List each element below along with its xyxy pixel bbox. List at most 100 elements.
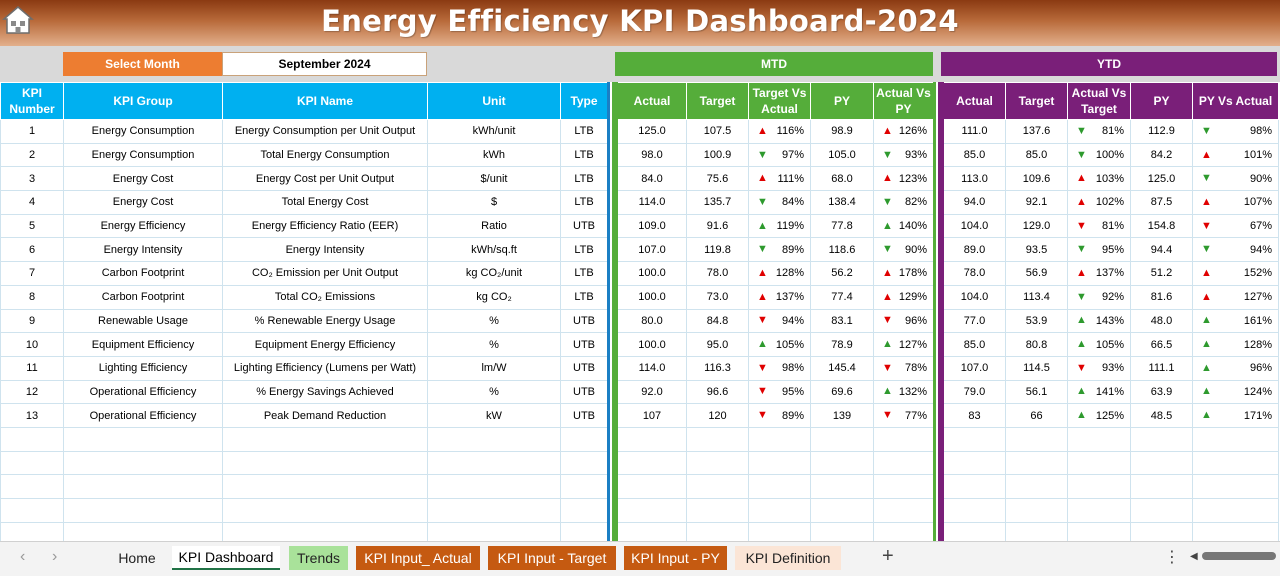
variance-cell: ▲ 126% (873, 119, 935, 144)
variance-value: 111% (777, 172, 804, 185)
empty-cell (1067, 426, 1131, 452)
table-row (0, 498, 608, 523)
ytd-target-cell: 56.1 (1005, 379, 1068, 405)
mtd-section-header: MTD (615, 52, 933, 76)
title-banner: Energy Efficiency KPI Dashboard-2024 (0, 0, 1280, 46)
tab-kpi-input-actual[interactable]: KPI Input_ Actual (356, 546, 480, 570)
tab-home[interactable]: Home (118, 550, 156, 566)
kpi-name-cell: % Energy Savings Achieved (222, 379, 428, 405)
mtd-target-cell: 84.8 (686, 308, 749, 334)
mtd-py-cell: 69.6 (810, 379, 874, 405)
empty-cell (63, 474, 223, 499)
kpi-unit-cell: Ratio (427, 213, 561, 239)
tab-trends[interactable]: Trends (289, 546, 348, 570)
kpi-group-cell: Carbon Footprint (63, 261, 223, 286)
mtd-target-cell: 135.7 (686, 190, 749, 215)
kpi-group-cell: Renewable Usage (63, 308, 223, 334)
table-row: 78.0 56.9 ▲ 137% 51.2 ▲ 152% (942, 261, 1279, 286)
empty-cell (616, 498, 687, 523)
table-row: 3 Energy Cost Energy Cost per Unit Output $… (0, 166, 608, 192)
empty-cell (63, 450, 223, 476)
mtd-py-cell: 139 (810, 403, 874, 428)
tab-kpi-dashboard[interactable]: KPI Dashboard (172, 546, 280, 570)
column-header: Target (1005, 82, 1068, 120)
kpi-group-cell: Energy Cost (63, 166, 223, 192)
variance-value: 140% (898, 220, 927, 233)
table-row: 1 Energy Consumption Energy Consumption pe… (0, 119, 608, 144)
tab-kpi-input-py[interactable]: KPI Input - PY (624, 546, 727, 570)
triangle-down-icon: ▼ (757, 148, 768, 161)
ytd-actual-cell: 113.0 (942, 166, 1006, 192)
mtd-actual-cell: 114.0 (616, 190, 687, 215)
empty-cell (616, 426, 687, 452)
kpi-type-cell: LTB (560, 237, 608, 263)
empty-cell (427, 474, 561, 499)
variance-value: 171% (1243, 409, 1272, 422)
variance-value: 161% (1243, 314, 1272, 327)
mtd-target-cell: 120 (686, 403, 749, 428)
empty-cell (0, 426, 64, 452)
variance-wrap: ▲ 129% (875, 290, 934, 303)
scroll-left-icon[interactable]: ◀ (1190, 551, 1198, 562)
variance-wrap: ▲ 107% (1194, 196, 1278, 209)
empty-cell (1130, 474, 1193, 499)
mtd-py-cell: 68.0 (810, 166, 874, 192)
kpi-name-cell: % Renewable Energy Usage (222, 308, 428, 334)
variance-cell: ▼ 78% (873, 355, 935, 381)
empty-cell (616, 450, 687, 476)
triangle-down-icon: ▼ (882, 148, 893, 161)
month-dropdown[interactable]: September 2024 (222, 52, 427, 76)
variance-value: 93% (904, 149, 927, 162)
empty-cell (427, 498, 561, 523)
kpi-group-cell: Operational Efficiency (63, 403, 223, 428)
variance-value: 141% (1095, 385, 1124, 398)
variance-cell: ▲ 129% (873, 284, 935, 310)
variance-wrap: ▼ 92% (1069, 291, 1130, 303)
variance-wrap: ▲ 96% (1194, 362, 1278, 374)
variance-value: 96% (904, 314, 927, 327)
variance-value: 89% (781, 243, 804, 256)
variance-value: 127% (898, 338, 927, 351)
column-header: Actual (942, 82, 1006, 120)
variance-cell: ▼ 98% (1192, 119, 1279, 144)
table-row: 85.0 85.0 ▼ 100% 84.2 ▲ 101% (942, 142, 1279, 168)
kpi-num-cell: 8 (0, 284, 64, 310)
tab-kpi-input-target[interactable]: KPI Input - Target (488, 546, 616, 570)
chevron-left-icon[interactable]: ‹ (20, 548, 26, 565)
table-row: 80.0 84.8 ▼ 94% 83.1 ▼ 96% (616, 308, 935, 334)
more-options-icon[interactable]: ⋮ (1164, 549, 1180, 566)
table-row (942, 498, 1279, 523)
scrollbar-thumb[interactable] (1202, 552, 1276, 560)
chevron-right-icon[interactable]: › (52, 548, 58, 565)
empty-cell (810, 474, 874, 499)
ytd-target-cell: 66 (1005, 403, 1068, 428)
ytd-actual-cell: 104.0 (942, 213, 1006, 239)
variance-cell: ▲ 125% (1067, 403, 1131, 428)
ytd-actual-cell: 83 (942, 403, 1006, 428)
kpi-type-cell: LTB (560, 119, 608, 144)
triangle-up-icon: ▲ (757, 290, 768, 303)
variance-value: 107% (1243, 196, 1272, 209)
variance-wrap: ▲ 132% (875, 386, 934, 398)
home-icon[interactable] (2, 4, 34, 36)
add-sheet-icon[interactable]: + (882, 545, 894, 567)
horizontal-scrollbar[interactable]: ◀ (1190, 551, 1276, 562)
mtd-target-cell: 96.6 (686, 379, 749, 405)
variance-value: 102% (1095, 196, 1124, 209)
variance-value: 90% (904, 243, 927, 256)
tab-kpi-definition[interactable]: KPI Definition (735, 546, 841, 570)
table-row (0, 474, 608, 499)
variance-value: 143% (1095, 314, 1124, 327)
empty-cell (873, 450, 935, 476)
triangle-up-icon: ▲ (757, 172, 768, 185)
empty-cell (810, 450, 874, 476)
variance-value: 93% (1101, 362, 1124, 375)
ytd-py-cell: 154.8 (1130, 213, 1193, 239)
variance-cell: ▼ 90% (1192, 166, 1279, 192)
mtd-target-cell: 78.0 (686, 261, 749, 286)
variance-value: 98% (781, 362, 804, 375)
triangle-up-icon: ▲ (882, 290, 893, 303)
triangle-down-icon: ▼ (1076, 124, 1087, 137)
variance-wrap: ▲ 127% (875, 338, 934, 351)
variance-wrap: ▲ 140% (875, 220, 934, 233)
